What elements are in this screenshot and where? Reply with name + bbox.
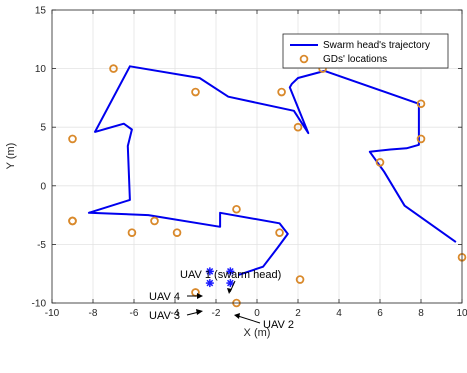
gd-marker (68, 216, 77, 226)
gd-marker (277, 87, 286, 97)
y-tick-label: -5 (37, 240, 46, 251)
gd-marker (191, 87, 200, 97)
gd-marker (68, 134, 77, 144)
uav-1-label: UAV 1 (swarm head) (180, 269, 281, 281)
tick-labels: -10 -8 -6 -4 -2 0 2 4 6 8 10 -10 -5 0 5 10 15 (32, 6, 467, 320)
x-axis-label: X (m) (244, 327, 271, 339)
x-tick-label: -6 (130, 308, 139, 319)
x-tick-label: 8 (418, 308, 424, 319)
uav-marker (226, 279, 235, 288)
x-tick-label: 4 (336, 308, 342, 319)
uav-marker (205, 279, 214, 288)
x-tick-label: -4 (171, 308, 180, 319)
uav-2-label: UAV 2 (263, 319, 294, 331)
uav-marker-stroke (226, 267, 234, 275)
uav-markers (205, 267, 235, 288)
gd-marker (416, 99, 426, 109)
legend-trajectory-label: Swarm head's trajectory (323, 40, 430, 51)
uav-4-label: UAV 4 (149, 291, 180, 303)
legend: Swarm head's trajectory GDs' locations (282, 33, 449, 69)
y-tick-label: 15 (35, 6, 47, 17)
gd-marker (232, 204, 241, 214)
y-tick-label: 0 (40, 181, 46, 192)
legend-gd-label: GDs' locations (323, 54, 387, 65)
x-tick-label: -10 (45, 308, 60, 319)
gd-marker (295, 275, 305, 284)
uav-marker-stroke (206, 279, 214, 287)
uav-marker (226, 267, 235, 276)
uav-4-arrowhead (197, 293, 203, 299)
gd-marker (109, 64, 118, 73)
uav-marker-stroke (206, 267, 214, 275)
y-axis-label: Y (m) (5, 143, 17, 170)
y-tick-label: -10 (32, 299, 47, 310)
x-tick-label: 10 (456, 308, 467, 319)
uav-marker-stroke (226, 279, 234, 287)
gd-marker (172, 228, 182, 237)
uav-3-label: UAV 3 (149, 310, 180, 322)
gd-marker (293, 122, 303, 132)
uav-1-arrowhead (227, 288, 232, 294)
uav-2-arrow (237, 315, 261, 324)
gd-marker (127, 228, 137, 237)
y-tick-label: 5 (40, 123, 46, 134)
x-tick-label: -2 (212, 308, 221, 319)
trajectory-line (87, 65, 457, 276)
legend-box (282, 33, 449, 69)
gd-marker (275, 228, 284, 237)
uav-2-arrowhead (234, 313, 240, 319)
gd-marker (416, 134, 426, 144)
uav-3-arrowhead (196, 309, 203, 315)
gd-marker (150, 216, 159, 226)
x-tick-label: 2 (295, 308, 301, 319)
x-tick-label: 0 (254, 308, 260, 319)
x-tick-label: -8 (89, 308, 98, 319)
x-tick-label: 6 (377, 308, 383, 319)
gd-marker (375, 158, 385, 167)
y-tick-label: 10 (35, 64, 47, 75)
uav-marker (205, 267, 214, 276)
legend-gd-swatch (299, 54, 309, 64)
trajectory-layer (87, 65, 457, 276)
